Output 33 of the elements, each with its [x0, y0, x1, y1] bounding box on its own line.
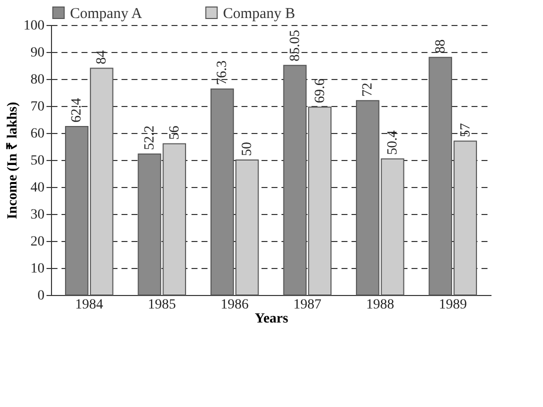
y-tick-label: 0: [38, 288, 44, 304]
data-label: 52.2: [142, 126, 158, 150]
data-label: 88: [433, 39, 448, 54]
y-tick-label: 10: [30, 262, 44, 276]
data-label: 69.6: [312, 78, 328, 104]
data-label: 76.3: [215, 60, 230, 85]
data-label: 50.4: [386, 130, 401, 155]
data-label: 85.05: [288, 30, 303, 62]
y-tick-label: 50: [30, 154, 44, 168]
x-tick-label: 1984: [75, 298, 104, 312]
x-tick-label: 1986: [220, 298, 249, 312]
x-tick-label: 1987: [293, 298, 322, 312]
data-label: 50: [240, 142, 256, 156]
y-tick-label: 40: [30, 180, 44, 196]
y-tick-label: 60: [30, 126, 44, 142]
x-tick-label: 1988: [366, 298, 394, 312]
data-label: 56: [167, 126, 182, 140]
y-tick-label: 90: [30, 46, 44, 60]
y-tick-label: 70: [30, 100, 44, 114]
y-tick-label: 30: [30, 208, 44, 222]
legend-label: Company B: [223, 6, 296, 22]
y-tick-label: 80: [30, 72, 44, 88]
data-label: 72: [360, 82, 376, 97]
y-tick-label: 100: [24, 18, 44, 34]
data-label: 57: [458, 123, 474, 138]
x-axis-title: Years: [254, 312, 289, 326]
data-label: 84: [94, 50, 110, 64]
data-label: 62.4: [70, 98, 85, 123]
x-tick-label: 1985: [148, 298, 176, 312]
legend-label: Company A: [70, 6, 142, 22]
x-tick-label: 1989: [438, 298, 467, 312]
y-tick-label: 20: [30, 234, 44, 250]
y-axis-title: Income (In ₹ lakhs): [6, 102, 20, 220]
